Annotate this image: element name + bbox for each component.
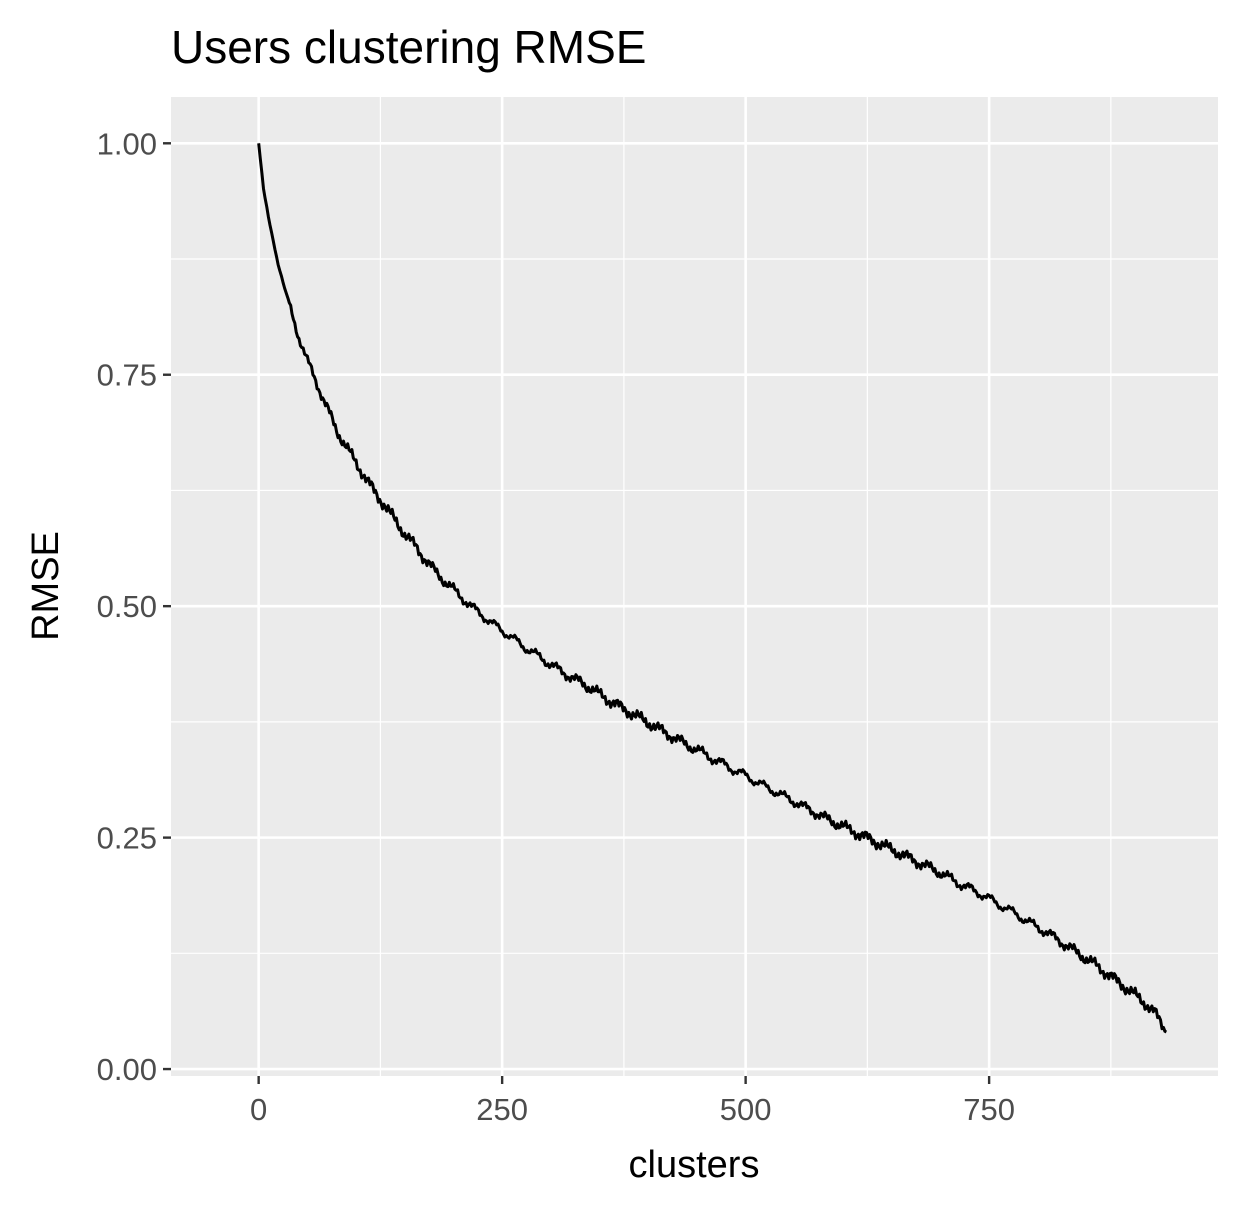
y-tick-label: 0.75 [97,358,157,393]
y-tick-label: 1.00 [97,126,157,161]
y-tick-label: 0.50 [97,589,157,624]
plot-background [171,97,1218,1076]
grid-major [171,97,1218,1076]
x-axis: 0 250 500 750 [250,1076,1015,1127]
chart-title: Users clustering RMSE [171,21,646,73]
y-tick-label: 0.00 [97,1052,157,1087]
y-axis-title: RMSE [25,531,67,641]
rmse-line [257,143,1168,1034]
x-tick-label: 0 [250,1092,267,1127]
grid-minor [171,97,1218,1076]
x-tick-label: 250 [476,1092,528,1127]
x-tick-label: 750 [963,1092,1015,1127]
y-axis: 0.00 0.25 0.50 0.75 1.00 [97,126,171,1087]
y-tick-label: 0.25 [97,821,157,856]
x-tick-label: 500 [720,1092,772,1127]
x-axis-title: clusters [629,1144,760,1186]
